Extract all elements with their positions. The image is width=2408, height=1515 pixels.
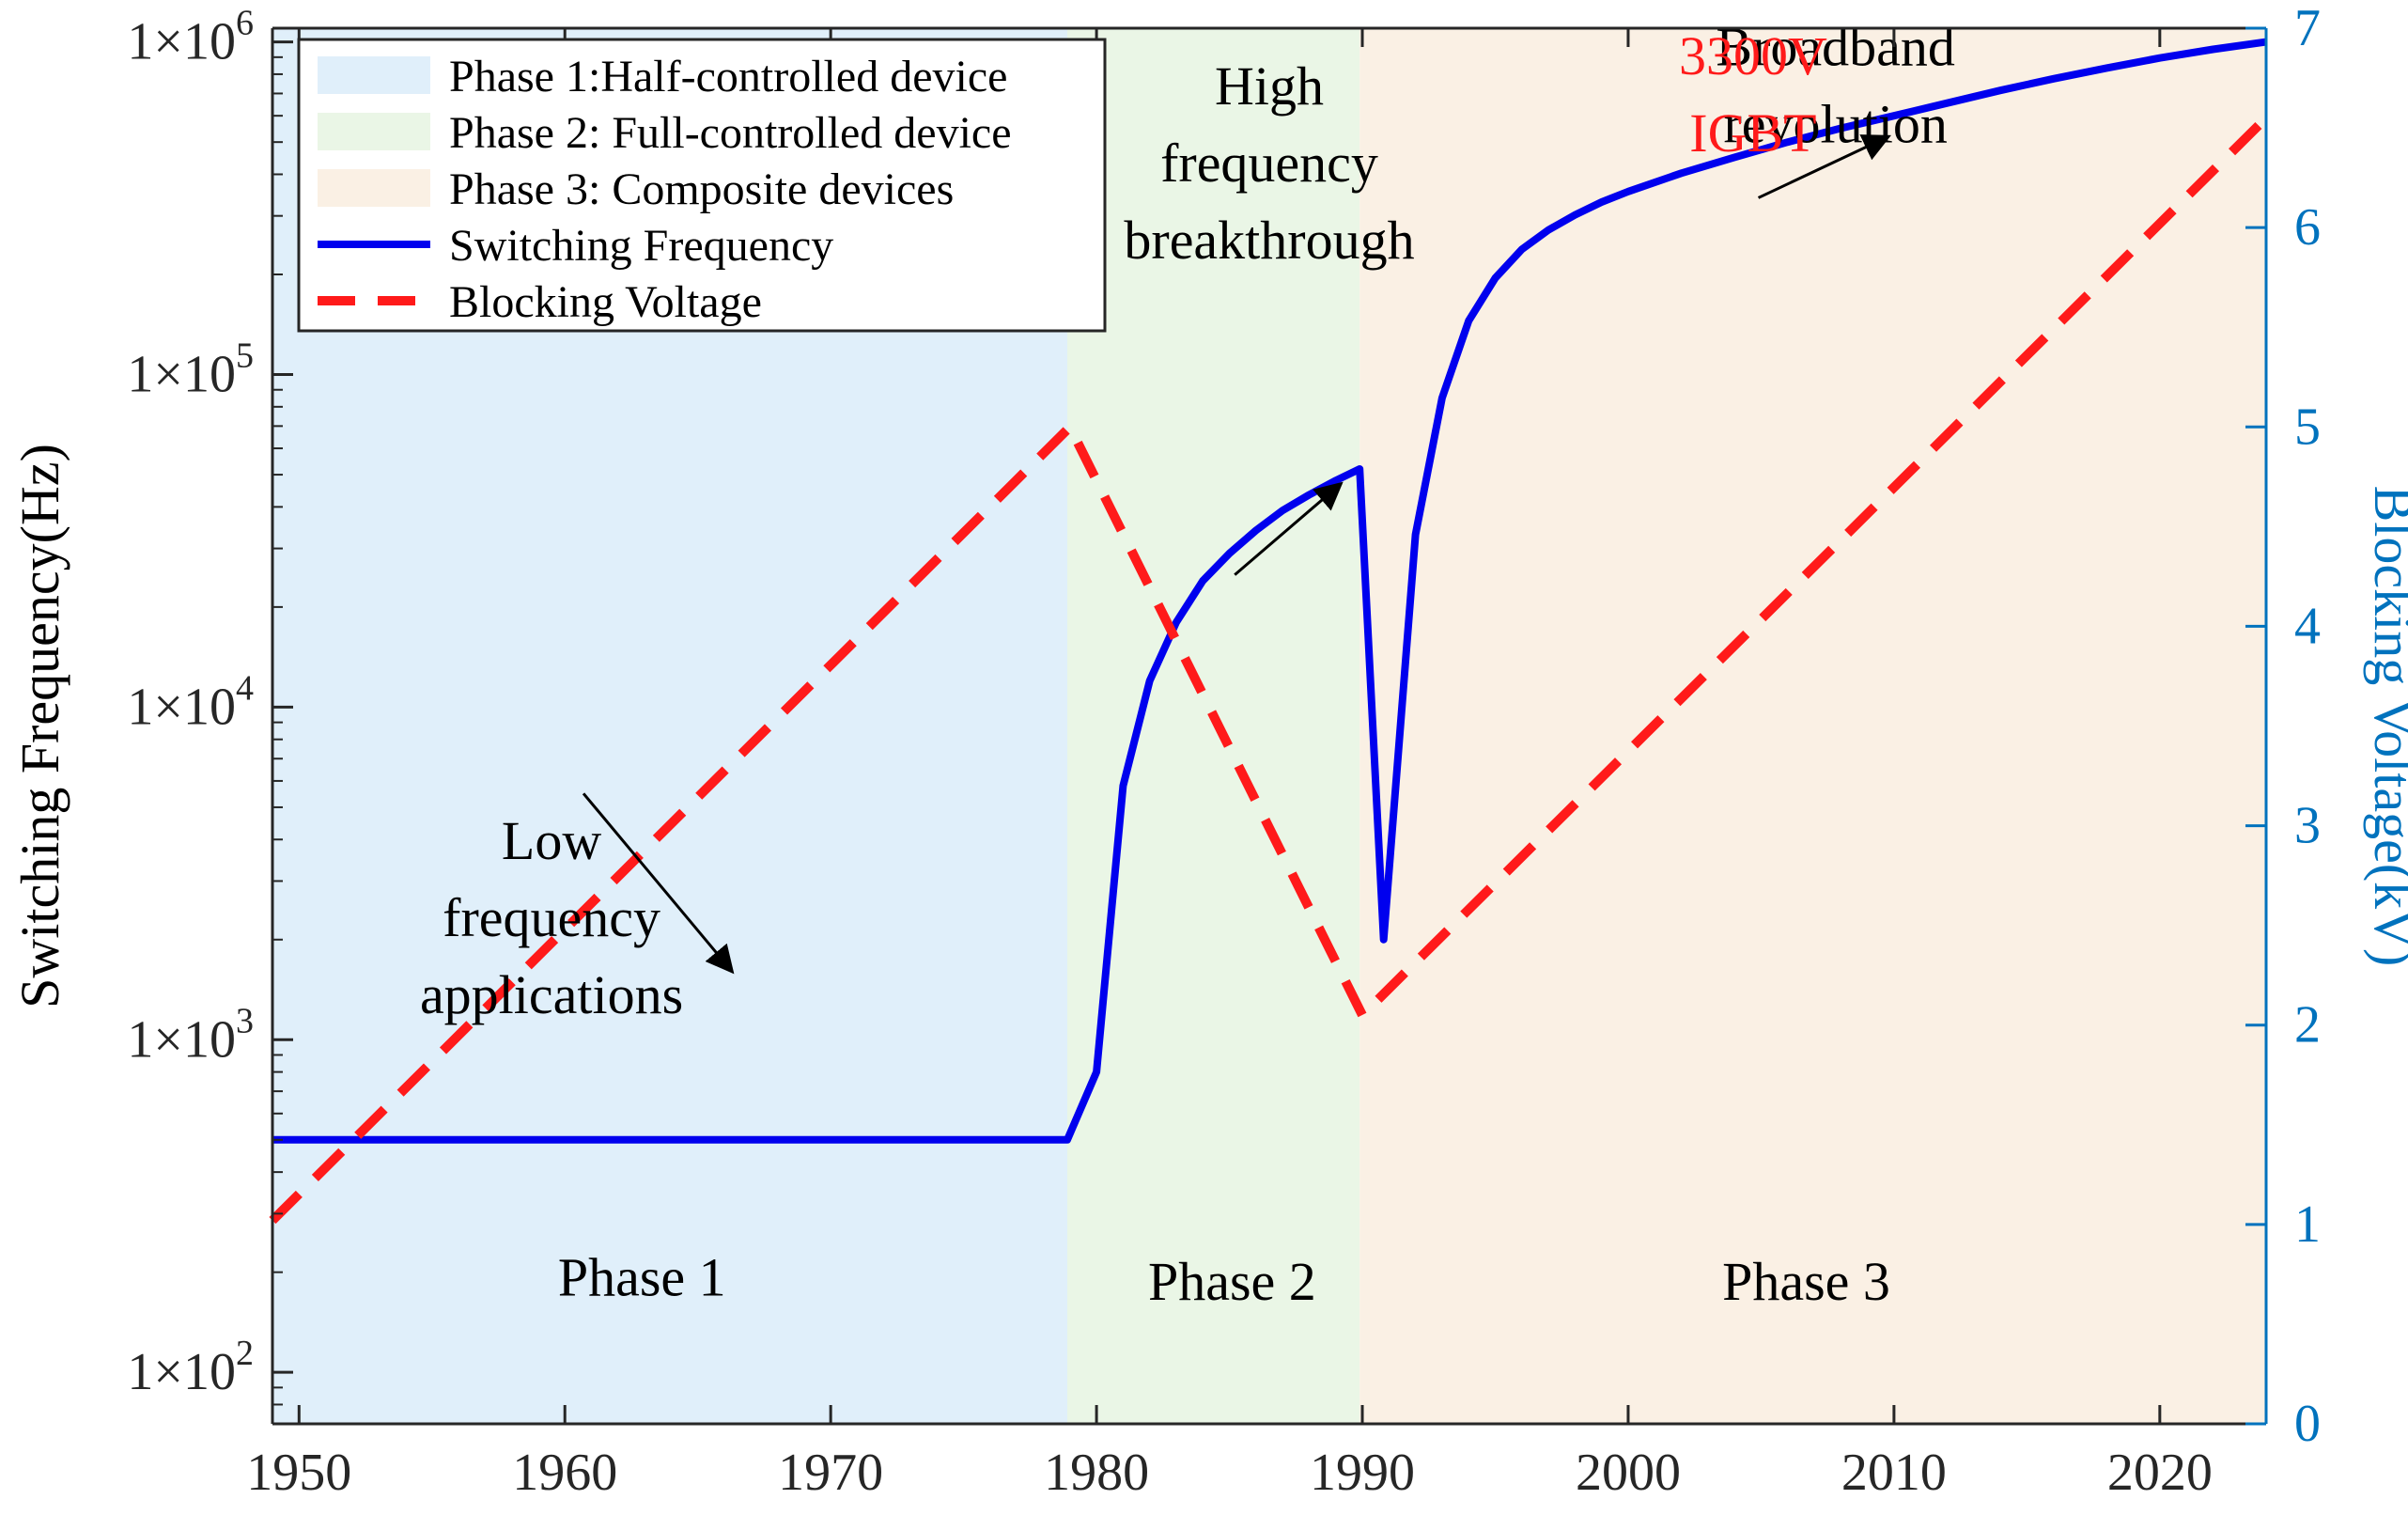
- annotation-4: 3300V IGBT: [1679, 25, 1827, 164]
- y-left-tick-mantissa: 1×10: [127, 678, 236, 736]
- y-left-tick-label: 1×103: [127, 1001, 254, 1069]
- y-right-tick-label: 0: [2294, 1395, 2321, 1453]
- y-left-tick-exponent: 5: [236, 336, 254, 376]
- y-right-tick-label: 1: [2294, 1195, 2321, 1254]
- y-right-tick-label: 4: [2294, 597, 2321, 655]
- x-tick-label: 1980: [1044, 1444, 1149, 1502]
- x-tick-label: 2000: [1576, 1444, 1681, 1502]
- y-left-tick-label: 1×104: [127, 668, 254, 736]
- annotation-1-line-3: applications: [420, 964, 683, 1025]
- annotation-arrow-1: [582, 792, 735, 975]
- phase-2-label: Phase 2: [1148, 1251, 1316, 1312]
- series-switching-frequency: [272, 38, 2267, 1144]
- legend-entry-blocking-voltage: Blocking Voltage: [318, 277, 762, 327]
- x-tick-label: 2020: [2107, 1444, 2213, 1502]
- legend-entry-phase-3-composite-devices: Phase 3: Composite devices: [318, 164, 954, 214]
- y-right-tick-label: 7: [2294, 0, 2321, 57]
- annotation-3-line-1: Broadband: [1716, 17, 1955, 78]
- annotation-2-line-2: frequency: [1160, 133, 1378, 194]
- series-lines: [269, 38, 2270, 1225]
- series-blocking-voltage: [269, 114, 2270, 1225]
- y-left-tick-mantissa: 1×10: [127, 346, 236, 404]
- phase-1-label: Phase 1: [558, 1247, 726, 1308]
- y-axis-right-label: Blocking Voltage(kV): [2363, 486, 2408, 967]
- annotation-1-line-2: frequency: [443, 887, 660, 948]
- legend-swatch: [318, 169, 430, 207]
- x-tick-label: 1950: [246, 1444, 351, 1502]
- y-right-tick-label: 5: [2294, 398, 2321, 456]
- legend-label: Phase 3: Composite devices: [449, 164, 954, 214]
- annotations: Low frequency applications High frequency bre…: [420, 17, 1955, 1025]
- x-tick-label: 1990: [1310, 1444, 1415, 1502]
- legend-swatch: [318, 113, 430, 150]
- annotation-arrow-3: [1757, 134, 1891, 199]
- annotation-3: Broadband revolution: [1716, 17, 1955, 155]
- x-tick-label: 2010: [1841, 1444, 1947, 1502]
- annotation-3-line-2: revolution: [1723, 94, 1947, 155]
- legend-label: Blocking Voltage: [449, 277, 762, 327]
- phase-labels: Phase 1 Phase 2 Phase 3: [558, 1247, 1890, 1313]
- legend-label: Switching Frequency: [449, 221, 833, 271]
- legend: Phase 1:Half-controlled device Phase 2: F…: [297, 38, 1107, 333]
- legend-label: Phase 1:Half-controlled device: [449, 52, 1007, 102]
- legend-entry-phase-1-half-controlled-device: Phase 1:Half-controlled device: [318, 52, 1007, 102]
- y-left-tick-label: 1×102: [127, 1334, 254, 1401]
- phase-3-label: Phase 3: [1722, 1251, 1890, 1312]
- y-left-tick-mantissa: 1×10: [127, 1010, 236, 1069]
- legend-box: [297, 38, 1107, 333]
- y-left-tick-label: 1×106: [127, 4, 254, 71]
- y-left-tick-mantissa: 1×10: [127, 1343, 236, 1401]
- legend-swatch: [318, 56, 430, 94]
- annotation-1: Low frequency applications: [420, 810, 683, 1025]
- legend-entry-switching-frequency: Switching Frequency: [318, 221, 833, 271]
- y-left-tick-exponent: 4: [236, 668, 254, 708]
- axes: 1950 1960 1970 1980 1990 2000 2010 20201×1021×1…: [127, 0, 2321, 1502]
- y-left-tick-label: 1×105: [127, 336, 254, 404]
- y-left-tick-exponent: 6: [236, 4, 254, 43]
- x-tick-label: 1970: [778, 1444, 883, 1502]
- annotation-2-line-3: breakthrough: [1124, 210, 1414, 271]
- annotation-1-line-1: Low: [502, 810, 601, 871]
- phase-3-region: [1359, 28, 2266, 1424]
- annotation-arrow-2: [1234, 481, 1344, 576]
- annotation-4-line-1: 3300V: [1679, 25, 1827, 86]
- annotation-4-line-2: IGBT: [1689, 102, 1816, 164]
- y-right-tick-label: 6: [2294, 198, 2321, 257]
- y-left-tick-exponent: 3: [236, 1001, 254, 1040]
- legend-entry-phase-2-full-controlled-device: Phase 2: Full-controlled device: [318, 108, 1012, 158]
- y-left-tick-mantissa: 1×10: [127, 13, 236, 71]
- y-right-tick-label: 3: [2294, 797, 2321, 855]
- y-axis-left-label: Switching Frequency(Hz): [9, 444, 70, 1008]
- y-right-tick-label: 2: [2294, 996, 2321, 1054]
- legend-label: Phase 2: Full-controlled device: [449, 108, 1012, 158]
- annotation-2-line-1: High: [1215, 55, 1324, 117]
- x-tick-label: 1960: [512, 1444, 617, 1502]
- y-left-tick-exponent: 2: [236, 1334, 254, 1373]
- annotation-2: High frequency breakthrough: [1124, 55, 1414, 271]
